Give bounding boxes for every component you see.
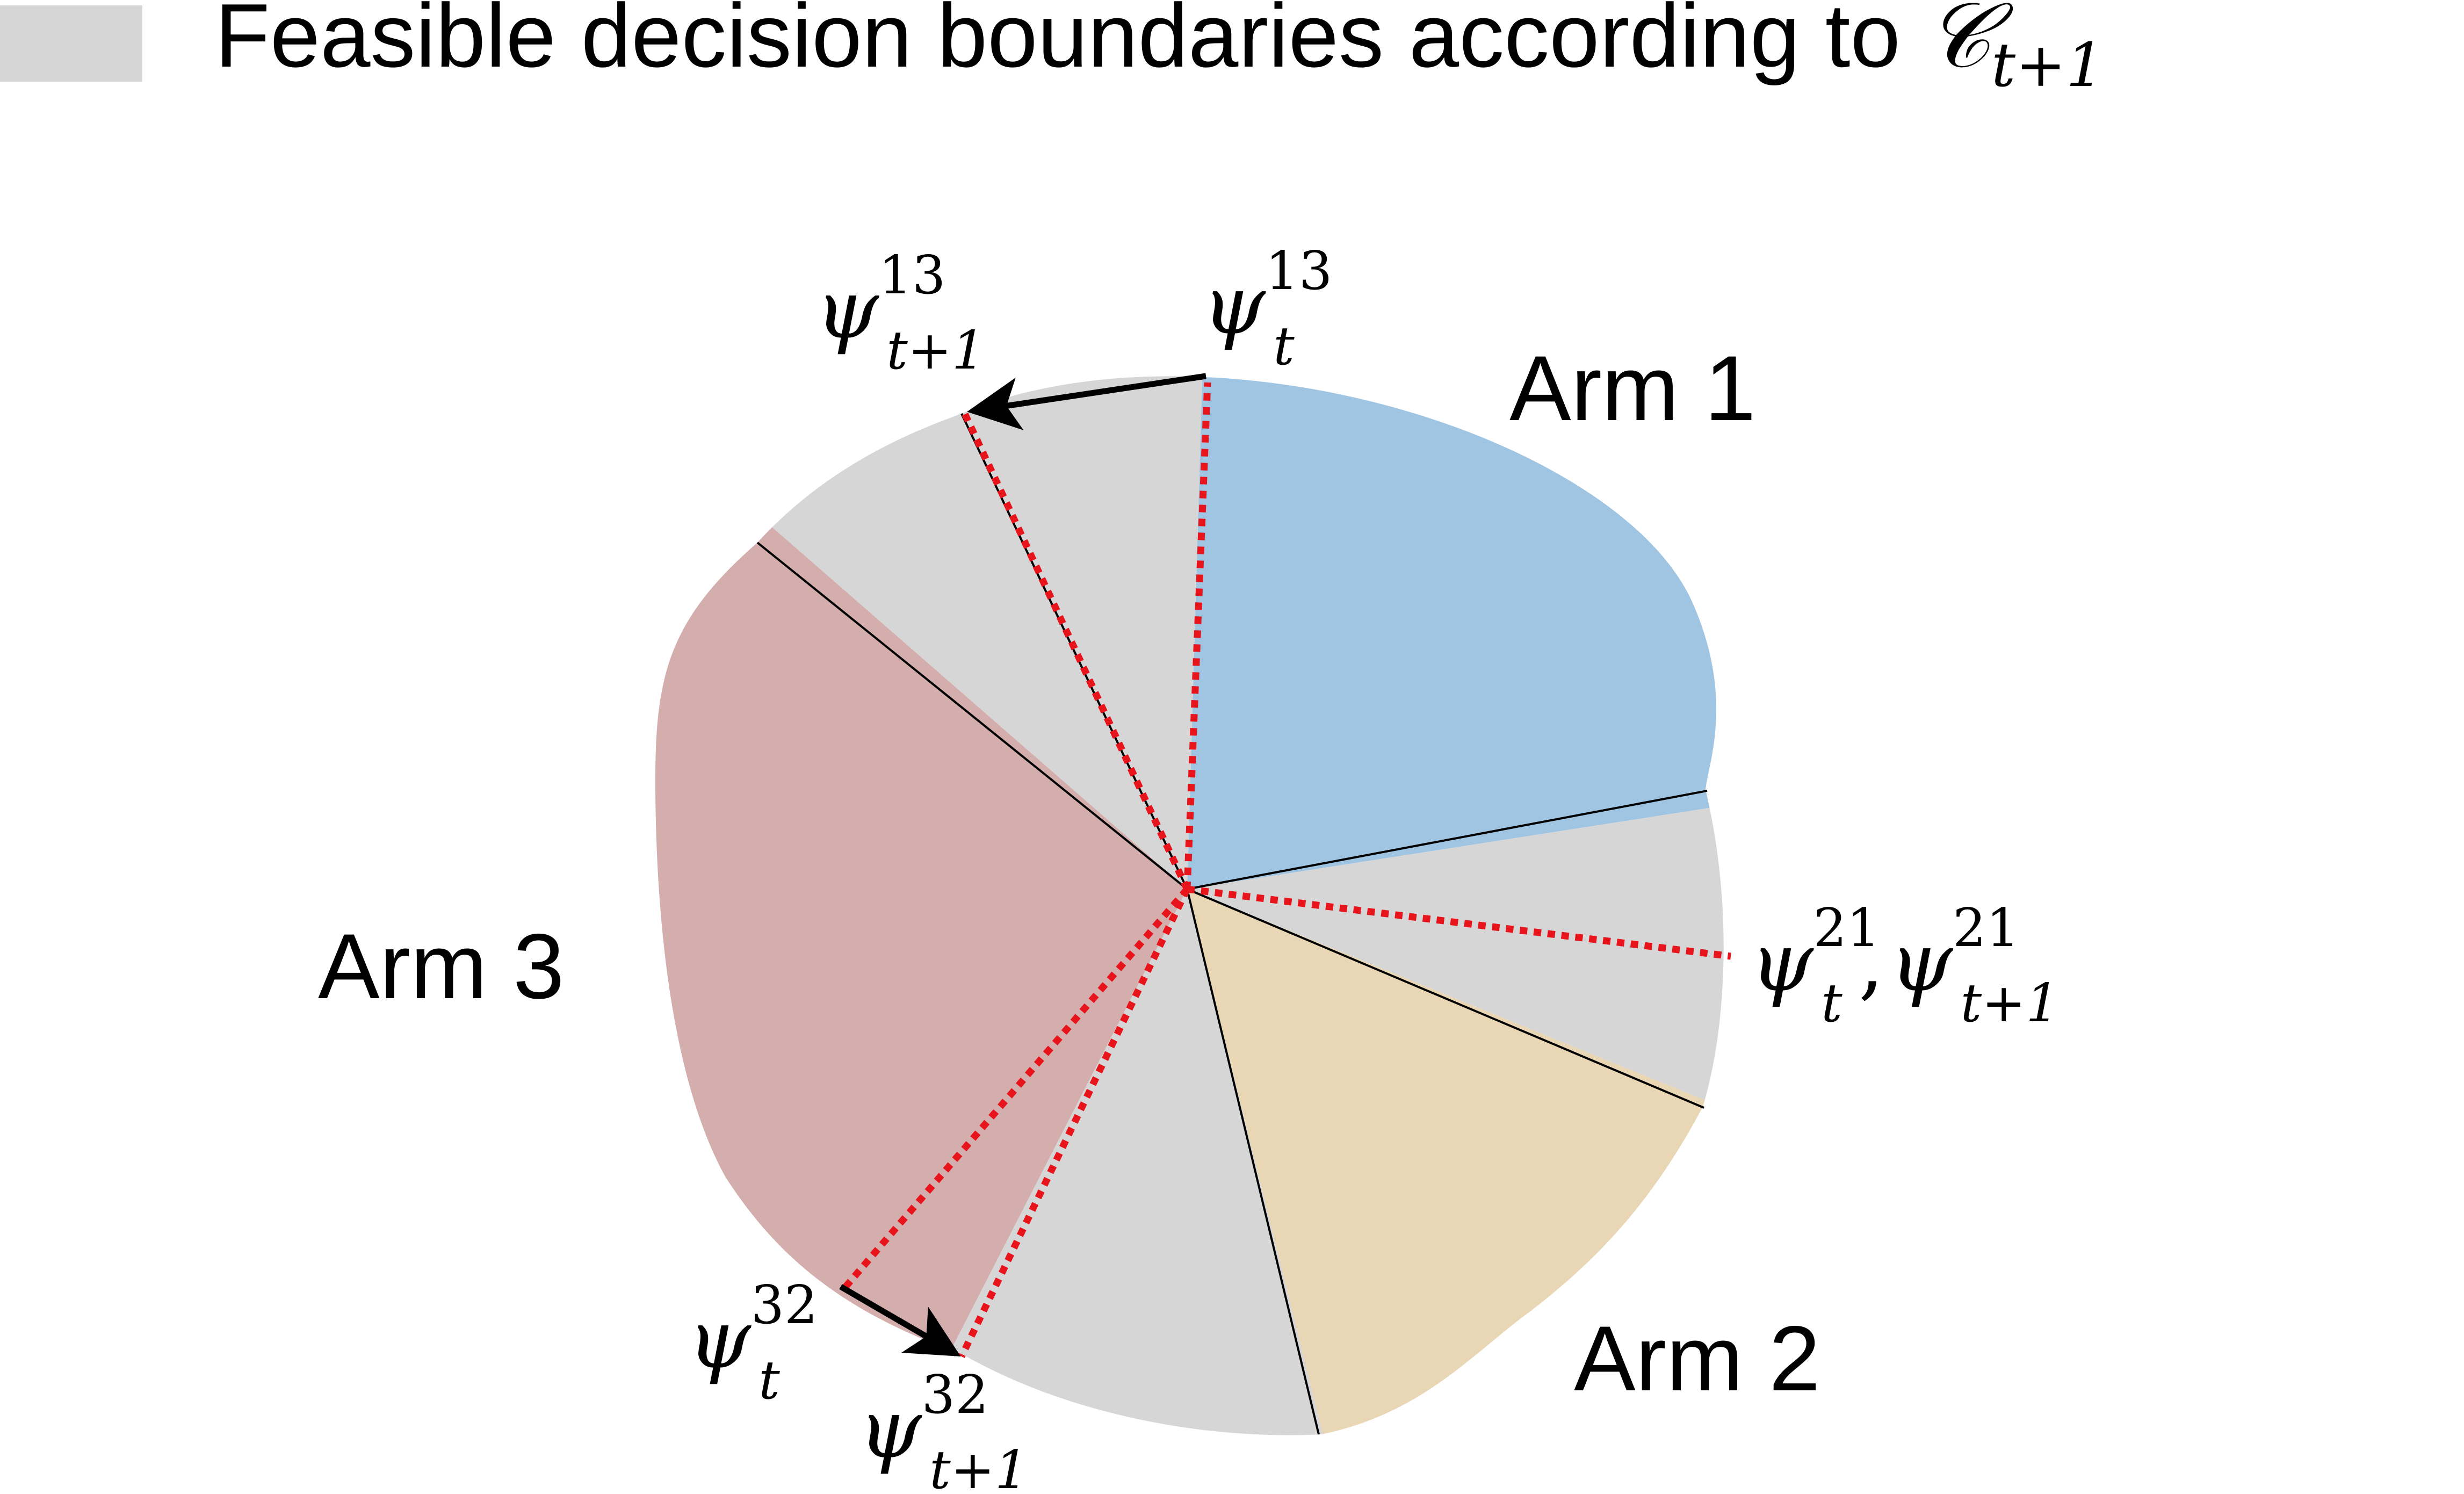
boundary-feasible13-arm3 bbox=[756, 542, 1188, 890]
legend-text-main: Feasible decision boundaries according t… bbox=[215, 0, 1926, 86]
dotted-boundaries bbox=[841, 382, 1731, 1358]
region-feasible-13-top bbox=[881, 376, 1187, 889]
arrow-psi32 bbox=[839, 1284, 961, 1356]
boundary-arm1-feasible21 bbox=[1187, 790, 1708, 890]
psi13-t-label: ψ13 t bbox=[1202, 241, 1332, 377]
psi13-t-line bbox=[1183, 382, 1211, 890]
legend-swatch bbox=[0, 5, 142, 82]
psi32-t-label: ψ32 t bbox=[688, 1275, 818, 1411]
psi13-t1-label: ψ13 t+1 bbox=[815, 245, 985, 381]
arm1-label: Arm 1 bbox=[1509, 337, 1756, 440]
psi13-t1-line bbox=[961, 411, 1190, 891]
legend-text: Feasible decision boundaries according t… bbox=[215, 0, 2104, 100]
region-feasible-21 bbox=[1187, 790, 1724, 1150]
psi21-line bbox=[1187, 885, 1731, 960]
arm2-label: Arm 2 bbox=[1574, 1307, 1820, 1410]
psi21-label: ψ21 t ,ψ21 t+1 bbox=[1750, 898, 2060, 1034]
psi32-t1-line bbox=[958, 887, 1190, 1358]
psi32-t1-label: ψ32 t+1 bbox=[858, 1365, 1028, 1494]
legend: Feasible decision boundaries according t… bbox=[0, 0, 2104, 100]
region-arm1 bbox=[1187, 376, 1724, 889]
boundary-arm2-feasible32 bbox=[1186, 889, 1320, 1435]
psi32-t-line bbox=[841, 886, 1190, 1292]
legend-subscript: t+1 bbox=[1991, 31, 2104, 100]
arm-regions bbox=[655, 376, 1724, 1435]
update-arrows bbox=[839, 373, 1206, 1356]
boundary-feasible21-arm2 bbox=[1187, 888, 1704, 1109]
region-feasible-13 bbox=[881, 376, 1209, 889]
arm3-label: Arm 3 bbox=[318, 915, 565, 1018]
arrow-psi13 bbox=[967, 373, 1206, 430]
